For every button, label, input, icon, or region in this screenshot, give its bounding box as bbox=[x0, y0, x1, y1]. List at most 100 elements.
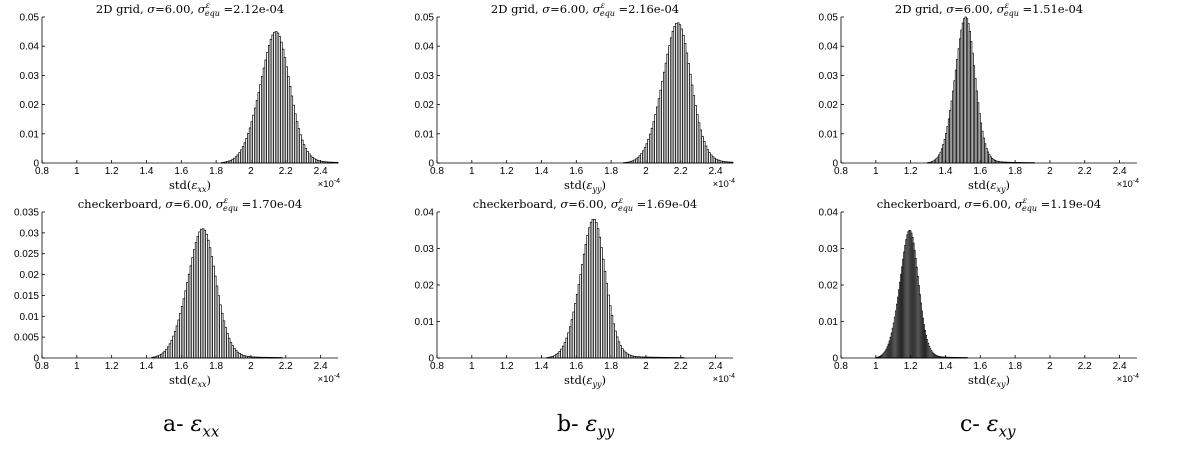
x-tick-label: 1.6 bbox=[973, 166, 987, 177]
x-tick-label: 1 bbox=[469, 361, 475, 372]
chart-panel-checker-yy: 0.8 1 1.2 1.4 1.6 1.8 2 2.2 2.4 0 0.01 0.02 0.03 0.04… bbox=[415, 196, 736, 389]
y-tick-label: 0.05 bbox=[415, 13, 435, 24]
x-tick-label: 0.8 bbox=[834, 361, 848, 372]
y-tick-label: 0 bbox=[428, 159, 434, 170]
x-tick-label: 2.4 bbox=[1113, 166, 1127, 177]
y-tick-label: 0.04 bbox=[819, 208, 839, 219]
x-tick-label: 1 bbox=[74, 166, 80, 177]
x-tick-label: 2.4 bbox=[709, 361, 723, 372]
x-tick-label: 0.8 bbox=[834, 166, 848, 177]
y-tick-label: 0.01 bbox=[415, 129, 435, 140]
x-tick-label: 1 bbox=[74, 361, 80, 372]
x-tick-label: 1.2 bbox=[105, 166, 119, 177]
chart-title: 2D grid, σ=6.00, σε equ =2.16e-04 bbox=[491, 1, 679, 18]
y-tick-label: 0.02 bbox=[415, 100, 435, 111]
chart-title: checkerboard, σ=6.00, σε equ =1.70e-04 bbox=[78, 196, 303, 213]
x-axis-multiplier: ×10-4 bbox=[713, 178, 735, 190]
bars-grid-xx bbox=[220, 31, 339, 164]
y-tick-label: 0.01 bbox=[819, 129, 839, 140]
y-tick-label: 0.03 bbox=[20, 71, 40, 82]
caption-b-prefix: b- bbox=[557, 412, 586, 437]
x-tick-label: 2.4 bbox=[709, 166, 723, 177]
x-axis-multiplier: ×10-4 bbox=[318, 178, 340, 190]
x-tick-label: 2 bbox=[248, 166, 254, 177]
caption-c-sub: xy bbox=[998, 422, 1016, 441]
caption-c-symbol: ε bbox=[986, 412, 999, 437]
y-tick-label: 0.035 bbox=[14, 208, 39, 219]
x-tick-label: 0.8 bbox=[35, 361, 49, 372]
y-tick-label: 0 bbox=[832, 159, 838, 170]
y-tick-label: 0.04 bbox=[415, 42, 435, 53]
x-tick-label: 1.2 bbox=[105, 361, 119, 372]
y-tick-label: 0.01 bbox=[415, 317, 435, 328]
x-tick-label: 1 bbox=[469, 166, 475, 177]
x-tick-label: 1.8 bbox=[604, 361, 618, 372]
y-tick-label: 0.01 bbox=[20, 129, 40, 140]
x-tick-label: 0.8 bbox=[430, 361, 444, 372]
caption-c-prefix: c- bbox=[960, 412, 987, 437]
y-tick-label: 0.02 bbox=[819, 281, 839, 292]
x-tick-label: 2 bbox=[643, 166, 649, 177]
x-tick-label: 1.4 bbox=[939, 361, 953, 372]
y-tick-label: 0.03 bbox=[415, 71, 435, 82]
x-axis-label: std(εxy) bbox=[968, 373, 1010, 389]
bars-checker-yy bbox=[546, 218, 685, 359]
x-tick-label: 2.4 bbox=[314, 361, 328, 372]
y-tick-label: 0.04 bbox=[415, 208, 435, 219]
x-axis-label: std(εxx) bbox=[169, 373, 211, 389]
x-tick-label: 1.6 bbox=[174, 361, 188, 372]
x-tick-label: 2.2 bbox=[674, 361, 688, 372]
y-tick-label: 0.03 bbox=[819, 71, 839, 82]
x-tick-label: 1.4 bbox=[140, 361, 154, 372]
y-tick-label: 0.03 bbox=[819, 244, 839, 255]
y-tick-label: 0.01 bbox=[20, 312, 40, 323]
x-tick-label: 1.8 bbox=[209, 166, 223, 177]
caption-a-sub: xx bbox=[202, 422, 220, 441]
x-axis-multiplier: ×10-4 bbox=[1117, 178, 1139, 190]
chart-title: 2D grid, σ=6.00, σε equ =1.51e-04 bbox=[895, 1, 1083, 18]
caption-a-symbol: ε bbox=[190, 412, 203, 437]
x-tick-label: 1.6 bbox=[569, 166, 583, 177]
x-tick-label: 1.8 bbox=[604, 166, 618, 177]
y-tick-label: 0 bbox=[832, 354, 838, 365]
caption-b-symbol: ε bbox=[585, 412, 598, 437]
y-tick-label: 0 bbox=[428, 354, 434, 365]
y-tick-label: 0.03 bbox=[20, 228, 40, 239]
x-tick-label: 2.2 bbox=[279, 361, 293, 372]
chart-panel-grid-yy: 0.8 1 1.2 1.4 1.6 1.8 2 2.2 2.4 0 0.01 0.02 0.03 0.04… bbox=[415, 1, 736, 194]
x-tick-label: 2 bbox=[248, 361, 254, 372]
chart-panel-grid-xx: 0.8 1 1.2 1.4 1.6 1.8 2 2.2 2.4 0 0.01 0.02 0.03 0.04… bbox=[20, 1, 341, 194]
x-tick-label: 1.6 bbox=[174, 166, 188, 177]
y-tick-label: 0.02 bbox=[20, 270, 40, 281]
y-tick-label: 0.02 bbox=[415, 281, 435, 292]
x-axis-label: std(εxx) bbox=[169, 178, 211, 194]
chart-panel-grid-xy: 0.8 1 1.2 1.4 1.6 1.8 2 2.2 2.4 0 0.01 0.02 0.03 0.04… bbox=[819, 1, 1140, 194]
y-tick-label: 0.05 bbox=[819, 13, 839, 24]
y-tick-label: 0.02 bbox=[20, 100, 40, 111]
y-tick-label: 0.04 bbox=[819, 42, 839, 53]
x-tick-label: 2.4 bbox=[1113, 361, 1127, 372]
caption-b-sub: yy bbox=[597, 422, 615, 441]
y-tick-label: 0.015 bbox=[14, 291, 39, 302]
x-axis-multiplier: ×10-4 bbox=[318, 373, 340, 385]
x-axis-multiplier: ×10-4 bbox=[713, 373, 735, 385]
x-tick-label: 1.6 bbox=[569, 361, 583, 372]
x-axis-label: std(εyy) bbox=[564, 373, 606, 389]
x-tick-label: 1.2 bbox=[500, 361, 514, 372]
x-tick-label: 1.2 bbox=[904, 166, 918, 177]
caption-a: a- εxx bbox=[163, 412, 219, 440]
caption-b: b- εyy bbox=[557, 412, 614, 440]
x-tick-label: 2.2 bbox=[1078, 166, 1092, 177]
x-tick-label: 1.8 bbox=[209, 361, 223, 372]
y-tick-label: 0 bbox=[33, 354, 39, 365]
bars-grid-yy bbox=[622, 22, 734, 164]
x-tick-label: 2.2 bbox=[1078, 361, 1092, 372]
x-tick-label: 0.8 bbox=[430, 166, 444, 177]
caption-c: c- εxy bbox=[960, 412, 1016, 440]
chart-panel-checker-xx: 0.8 1 1.2 1.4 1.6 1.8 2 2.2 2.4 0 0.005 0.01 0.015 0.… bbox=[14, 196, 340, 389]
x-tick-label: 2 bbox=[643, 361, 649, 372]
x-tick-label: 1.4 bbox=[535, 166, 549, 177]
x-tick-label: 1.2 bbox=[904, 361, 918, 372]
